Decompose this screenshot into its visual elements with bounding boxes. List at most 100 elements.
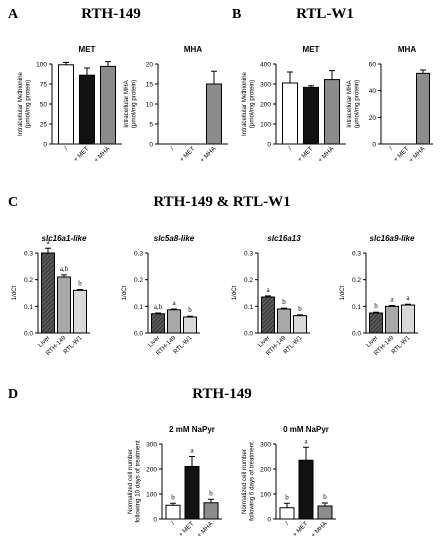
y-tick-label: 0.2 xyxy=(244,277,253,284)
section-d-letter: D xyxy=(8,387,18,402)
x-tick-label: + MHA xyxy=(310,520,329,539)
chart-title: MET xyxy=(79,45,96,54)
y-tick-label: 0.1 xyxy=(24,304,33,311)
y-tick-label: 0.1 xyxy=(134,304,143,311)
y-axis-label: Intracellular Methionine(µmol/mg protein… xyxy=(241,71,256,136)
chart-panel-3: MHA 0 20 40 60 Intracellular MHA(µmol/mg prot… xyxy=(346,45,433,164)
x-tick-label: + MHA xyxy=(199,145,218,164)
section-a-letter: A xyxy=(8,7,19,22)
bar xyxy=(324,79,340,145)
bar xyxy=(401,304,415,334)
x-tick-label: / xyxy=(287,145,293,151)
chart-panel-7: slc16a9-like0.00.10.20.31/dCtbLiveraRTH-… xyxy=(339,234,418,357)
x-tick-label: / xyxy=(169,145,175,151)
bar xyxy=(73,289,87,334)
bar xyxy=(282,82,298,145)
bar xyxy=(58,64,74,145)
significance-letter: b xyxy=(171,493,175,501)
bar xyxy=(184,466,200,520)
y-axis-label-line: 1/dCt xyxy=(339,285,346,300)
y-tick-label: 300 xyxy=(146,442,157,449)
y-tick-label: 0.3 xyxy=(24,251,33,258)
y-tick-label: 50 xyxy=(40,102,48,109)
y-axis-label-line: (µmol/mg protein) xyxy=(354,80,361,129)
y-tick-label: 300 xyxy=(260,442,271,449)
y-tick-label: 0.1 xyxy=(244,304,253,311)
x-tick-label: / xyxy=(170,520,176,526)
chart-panel-4: slc16a1-like0.00.10.20.31/dCtaLivera,bRT… xyxy=(11,234,90,357)
y-tick-label: 75 xyxy=(40,82,48,89)
bar xyxy=(206,83,222,145)
significance-letter: a xyxy=(304,437,308,445)
y-axis-label: Intracellular MHA(µmol/mg protein) xyxy=(346,79,361,128)
bar xyxy=(41,252,55,334)
chart-panel-5: slc5a8-like0.00.10.20.31/dCta,bLiveraRTH… xyxy=(121,234,200,357)
bar xyxy=(151,313,165,334)
x-tick-label: + MET xyxy=(392,145,410,163)
y-tick-label: 20 xyxy=(146,62,154,69)
y-axis-label-line: (µmol/mg protein) xyxy=(249,80,256,129)
y-axis-label: 1/dCt xyxy=(339,285,346,300)
x-tick-label: + MET xyxy=(177,520,195,538)
y-tick-label: 100 xyxy=(260,492,271,499)
bar xyxy=(57,276,71,334)
significance-letter: a,b xyxy=(154,303,163,311)
x-tick-label: RTL-W1 xyxy=(282,334,304,356)
bar xyxy=(385,305,399,334)
bar xyxy=(167,309,181,334)
y-axis-label: 1/dCt xyxy=(121,285,128,300)
bar xyxy=(261,296,275,334)
chart-title: MHA xyxy=(184,45,202,54)
bar xyxy=(416,72,430,145)
x-tick-label: / xyxy=(388,145,394,151)
chart-panel-8: 2 mM NaPyr 0 100 200 300 Normalized cell numb… xyxy=(127,425,222,539)
y-tick-label: 40 xyxy=(369,88,377,95)
section-d-title: RTH-149 xyxy=(192,386,251,402)
y-tick-label: 200 xyxy=(146,467,157,474)
y-axis-label: 1/dCt xyxy=(11,285,18,300)
y-tick-label: 60 xyxy=(369,62,377,69)
x-tick-label: / xyxy=(63,145,69,151)
y-axis-label-line: following 10 days of treatment xyxy=(135,440,142,522)
y-tick-label: 100 xyxy=(36,62,47,69)
y-tick-label: 0.0 xyxy=(134,331,143,338)
bar xyxy=(79,74,95,145)
chart-panel-1: MHA 0 5 10 15 20 Intracellular MHA(µmol/mg pro… xyxy=(123,45,228,164)
significance-letter: b xyxy=(323,493,327,501)
bar xyxy=(298,459,314,520)
significance-letter: a xyxy=(390,296,394,304)
y-tick-label: 0 xyxy=(43,142,47,149)
x-tick-label: + MET xyxy=(296,145,314,163)
x-tick-label: + MET xyxy=(291,520,309,538)
y-axis-label-line: Normalized cell number xyxy=(127,449,134,514)
y-axis-label-line: Intracellular Methionine xyxy=(17,71,24,136)
y-tick-label: 0.2 xyxy=(352,277,361,284)
y-tick-label: 5 xyxy=(149,122,153,129)
bar xyxy=(183,316,197,334)
significance-letter: a xyxy=(190,447,194,455)
significance-letter: a xyxy=(406,294,410,302)
section-c-title: RTH-149 & RTL-W1 xyxy=(153,194,290,210)
x-tick-label: + MHA xyxy=(408,145,427,164)
y-axis-label: Normalized cell numberfollowing 10 days … xyxy=(127,440,142,522)
significance-letter: b xyxy=(285,493,289,501)
significance-letter: b xyxy=(282,298,286,306)
y-axis-label-line: 1/dCt xyxy=(121,285,128,300)
y-tick-label: 0 xyxy=(372,142,376,149)
significance-letter: b xyxy=(78,280,82,288)
x-tick-label: RTL-W1 xyxy=(172,334,194,356)
y-axis-label: Normalized cell numberfollowing 6 days o… xyxy=(241,442,256,521)
section-b-title: RTL-W1 xyxy=(296,6,354,22)
significance-letter: a xyxy=(46,238,50,246)
y-axis-label: 1/dCt xyxy=(231,285,238,300)
section-a-title: RTH-149 xyxy=(81,6,140,22)
x-tick-label: + MET xyxy=(72,145,90,163)
chart-panel-9: 0 mM NaPyr 0 100 200 300 Normalized cell numb… xyxy=(241,425,336,539)
x-tick-label: RTL-W1 xyxy=(390,334,412,356)
bar xyxy=(293,315,307,334)
y-axis-label-line: 1/dCt xyxy=(11,285,18,300)
y-tick-label: 0.3 xyxy=(352,251,361,258)
y-axis-label-line: Intracellular Methionine xyxy=(241,71,248,136)
